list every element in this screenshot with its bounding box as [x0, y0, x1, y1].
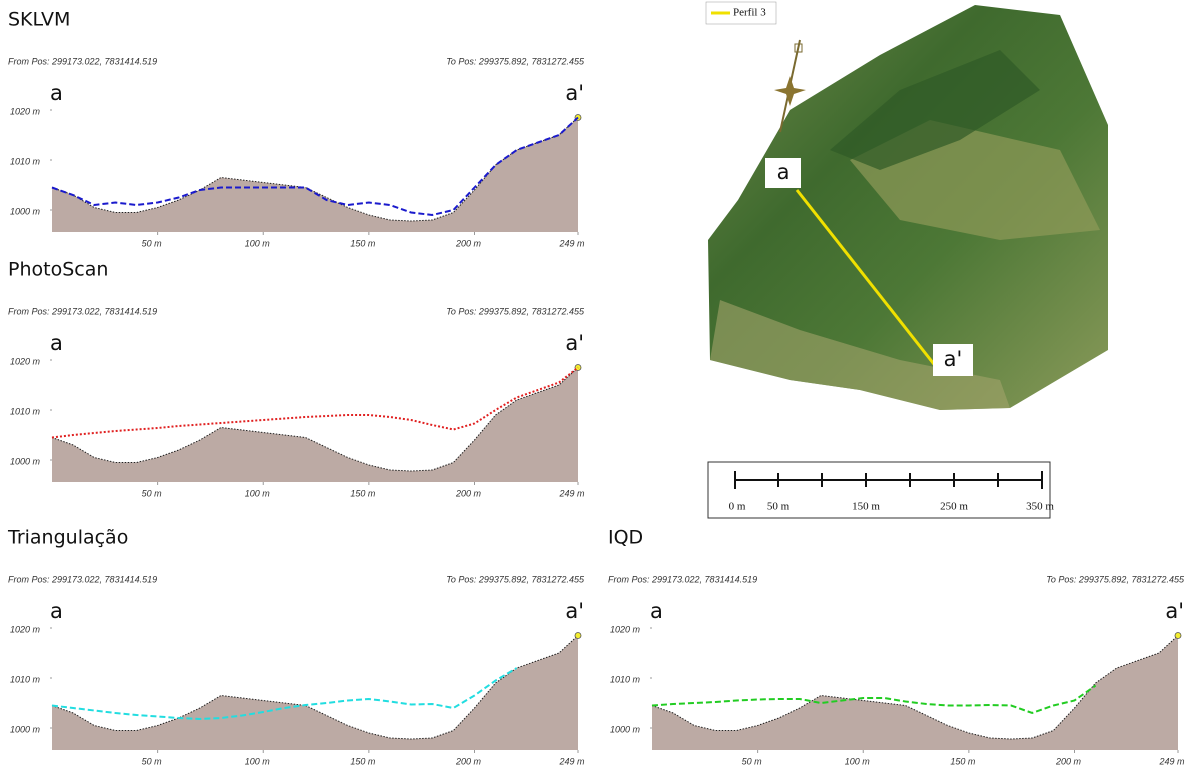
x-tick-label: 100 m — [245, 488, 271, 498]
end-label: a' — [1165, 599, 1184, 623]
y-tick-label: 1000 m — [610, 724, 641, 734]
scale-label: 50 m — [767, 501, 790, 513]
map-start-label: a — [777, 160, 790, 184]
x-tick-label: 150 m — [350, 756, 376, 766]
y-tick-label: 1000 m — [10, 724, 41, 734]
y-tick-label: 1010 m — [10, 674, 41, 684]
map-end-label: a' — [944, 347, 963, 371]
terrain-outline — [651, 635, 1179, 740]
y-tick-label: 1010 m — [10, 156, 41, 166]
to-pos: To Pos: 299375.892, 7831272.455 — [1046, 574, 1185, 584]
profile-line — [51, 667, 518, 721]
x-tick-label: 249 m — [558, 488, 585, 498]
y-tick-label: 1020 m — [10, 624, 41, 634]
x-tick-label: 200 m — [455, 238, 482, 248]
y-tick-label: 1010 m — [10, 406, 41, 416]
legend-box — [705, 1, 777, 25]
y-tick-label: 1020 m — [10, 106, 41, 116]
north-arrow — [774, 39, 806, 133]
from-pos: From Pos: 299173.022, 7831414.519 — [608, 574, 757, 584]
start-label: a — [50, 331, 63, 355]
x-tick-label: 150 m — [350, 238, 376, 248]
x-tick-label: 100 m — [245, 238, 271, 248]
to-pos: To Pos: 299375.892, 7831272.455 — [446, 574, 585, 584]
scale-ticks — [734, 471, 1043, 489]
x-tick-label: 150 m — [950, 756, 976, 766]
terrain-area — [52, 367, 578, 482]
profile-line — [651, 684, 1097, 715]
profile-line — [51, 366, 579, 439]
clearing — [710, 300, 1010, 410]
end-label: a' — [565, 331, 584, 355]
label-box — [933, 344, 973, 376]
y-tick-label: 1000 m — [10, 456, 41, 466]
terrain-area — [52, 635, 578, 750]
profile-line — [795, 189, 939, 369]
x-tick-label: 50 m — [742, 756, 763, 766]
x-tick-label: 100 m — [245, 756, 271, 766]
x-tick-label: 50 m — [142, 756, 163, 766]
x-tick-label: 249 m — [558, 238, 585, 248]
terrain-outline — [51, 367, 579, 472]
y-tick-label: 1020 m — [10, 356, 41, 366]
y-tick-label: 1010 m — [610, 674, 641, 684]
y-tick-label: 1000 m — [10, 206, 41, 216]
terrain-outline — [51, 635, 579, 740]
forest — [830, 50, 1040, 170]
scale-label: 250 m — [940, 501, 968, 513]
x-tick-label: 200 m — [455, 488, 482, 498]
x-tick-label: 150 m — [350, 488, 376, 498]
end-label: a' — [565, 599, 584, 623]
x-tick-label: 249 m — [558, 756, 585, 766]
start-label: a — [650, 599, 663, 623]
start-label: a — [50, 599, 63, 623]
end-marker — [1174, 632, 1182, 639]
chart-title: SKLVM — [8, 9, 70, 31]
map: a a' Perfil 3 0 m 50 m 150 m 250 m 350 m — [705, 1, 1108, 519]
label-box — [765, 158, 801, 188]
start-label: a — [50, 81, 63, 105]
y-tick-label: 1020 m — [610, 624, 641, 634]
from-pos: From Pos: 299173.022, 7831414.519 — [8, 306, 157, 316]
x-tick-label: 100 m — [845, 756, 871, 766]
to-pos: To Pos: 299375.892, 7831272.455 — [446, 306, 585, 316]
x-tick-label: 249 m — [1158, 756, 1185, 766]
from-pos: From Pos: 299173.022, 7831414.519 — [8, 56, 157, 66]
chart-title: IQD — [608, 527, 643, 549]
x-tick-label: 200 m — [455, 756, 482, 766]
terrain-area — [652, 635, 1178, 750]
scale-label: 0 m — [729, 501, 746, 513]
terrain-area — [52, 117, 578, 232]
x-tick-label: 50 m — [142, 238, 163, 248]
end-label: a' — [565, 81, 584, 105]
chart-title: PhotoScan — [8, 259, 108, 281]
profile-line — [51, 116, 579, 217]
x-tick-label: 50 m — [142, 488, 163, 498]
x-tick-label: 200 m — [1055, 756, 1082, 766]
end-marker — [574, 632, 582, 639]
scale-label: 350 m — [1026, 501, 1054, 513]
scale-box — [707, 461, 1051, 519]
scale-label: 150 m — [852, 501, 880, 513]
legend-label: Perfil 3 — [733, 7, 766, 19]
to-pos: To Pos: 299375.892, 7831272.455 — [446, 56, 585, 66]
from-pos: From Pos: 299173.022, 7831414.519 — [8, 574, 157, 584]
chart-title: Triangulação — [7, 527, 128, 549]
